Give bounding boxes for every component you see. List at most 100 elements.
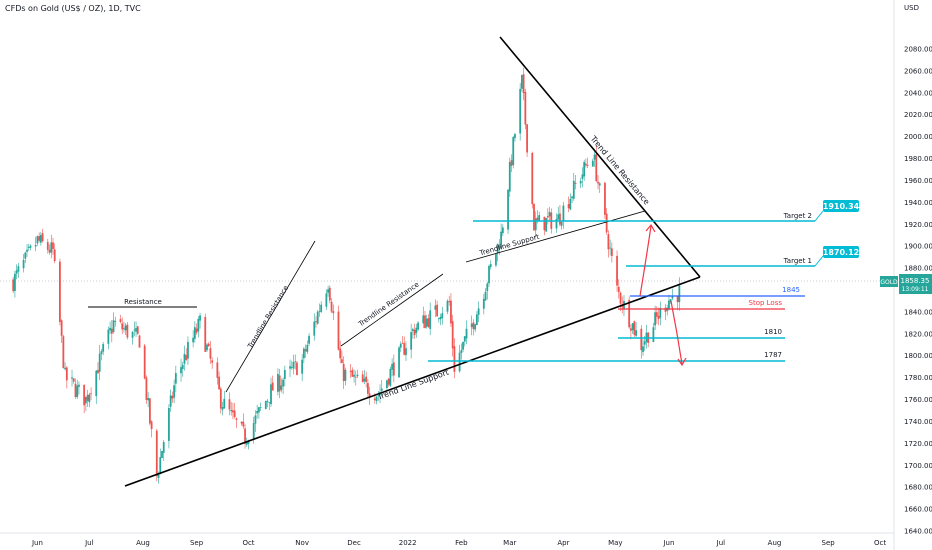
time-tick-label: Sep xyxy=(822,539,836,547)
candle-body xyxy=(90,393,92,395)
candle-body xyxy=(405,348,407,356)
candle-body xyxy=(654,312,657,326)
candle-body xyxy=(244,428,246,444)
candle-body xyxy=(501,227,504,234)
candle-body xyxy=(72,378,75,382)
candle-body xyxy=(669,299,672,303)
candle-body xyxy=(254,415,257,424)
time-tick-label: Jun xyxy=(31,539,43,547)
candle-body xyxy=(328,287,331,301)
candle-body xyxy=(585,163,587,166)
candle-body xyxy=(337,311,340,350)
candle-body xyxy=(460,350,463,353)
trendline-support-line[interactable] xyxy=(465,210,646,263)
candle-body xyxy=(26,249,28,252)
candle-body xyxy=(192,337,195,343)
trendline-resistance-2-line[interactable] xyxy=(340,273,444,347)
candle-body xyxy=(320,304,323,312)
down-arrow-path xyxy=(670,300,683,365)
time-tick-label: Dec xyxy=(347,539,361,547)
candle-body xyxy=(147,398,150,401)
candle-body xyxy=(401,342,404,344)
candle-body xyxy=(664,307,667,312)
time-tick-label: Apr xyxy=(557,539,569,547)
candle-body xyxy=(642,346,644,353)
candle-body xyxy=(448,301,451,303)
candle-body xyxy=(76,385,79,397)
candle-body xyxy=(143,345,146,379)
candle-body xyxy=(536,217,539,221)
stop-loss-label: Stop Loss xyxy=(749,299,783,307)
candle-body xyxy=(230,409,233,412)
price-tick-label: 1720.00 xyxy=(904,440,932,448)
candle-body xyxy=(607,234,610,250)
candle-body xyxy=(133,329,136,331)
candle-body xyxy=(450,300,452,324)
candle-body xyxy=(123,328,125,330)
trend-line-resistance-line[interactable] xyxy=(499,36,701,278)
candle-body xyxy=(223,398,226,409)
candle-body xyxy=(318,311,321,312)
candle-body xyxy=(169,395,172,407)
time-tick-label: Feb xyxy=(455,539,468,547)
candle-body xyxy=(302,348,305,359)
candle-body xyxy=(39,235,42,243)
candle-body xyxy=(571,196,573,199)
candle-body xyxy=(560,221,563,226)
candle-body xyxy=(219,388,222,409)
candle-body xyxy=(180,367,182,374)
candle-body xyxy=(380,388,383,391)
candle-body xyxy=(368,393,371,398)
time-axis-ticks[interactable]: Jun Jul Aug Sep Oct Nov Dec 2022 Feb Mar Apr May Jun… xyxy=(31,539,886,547)
candle-body xyxy=(12,279,15,292)
candle-body xyxy=(354,376,357,378)
candle-body xyxy=(280,385,283,390)
candle-body xyxy=(187,342,189,359)
price-tick-label: 1780.00 xyxy=(904,374,932,382)
candle-body xyxy=(415,327,418,333)
candle-body xyxy=(572,180,575,199)
candle-body xyxy=(62,336,65,368)
candle-body xyxy=(533,203,535,231)
candle-body xyxy=(557,214,560,220)
candle-body xyxy=(193,327,196,339)
candle-body xyxy=(652,327,655,342)
candle-body xyxy=(422,315,425,324)
candle-body xyxy=(296,362,298,376)
candle-body xyxy=(453,346,456,372)
trendline-resistance-1-line[interactable] xyxy=(225,240,316,393)
candle-body xyxy=(119,319,122,322)
price-tick-label: 2020.00 xyxy=(904,111,932,119)
target-2-connector xyxy=(814,210,824,222)
candle-body xyxy=(121,323,124,330)
candle-body xyxy=(36,236,39,244)
candle-body xyxy=(95,370,98,397)
candle-body xyxy=(266,400,269,402)
price-tick-label: 1840.00 xyxy=(904,308,932,316)
target-2-tag-value: 1910.34 xyxy=(823,202,860,211)
candle-body xyxy=(181,364,184,369)
candle-body xyxy=(242,421,245,427)
candle-body xyxy=(514,134,516,139)
candle-body xyxy=(135,328,137,332)
target-2-tag xyxy=(823,200,859,212)
candle-body xyxy=(567,204,570,209)
candle-body xyxy=(206,344,208,351)
candle-body xyxy=(97,370,99,374)
price-tick-label: 1820.00 xyxy=(904,330,932,338)
candle-body xyxy=(159,457,162,474)
candle-body xyxy=(289,366,291,369)
trend-line-support-line[interactable] xyxy=(124,276,701,487)
candle-body xyxy=(162,442,165,453)
price-tick-label: 1940.00 xyxy=(904,199,932,207)
candle-body xyxy=(373,398,376,401)
candle-body xyxy=(183,353,186,364)
candle-body xyxy=(339,348,342,359)
resistance-label: Resistance xyxy=(124,298,162,306)
candle-body xyxy=(86,394,89,401)
candle-body xyxy=(15,270,18,274)
time-tick-label: Aug xyxy=(136,539,150,547)
candle-body xyxy=(257,407,260,413)
candle-body xyxy=(277,374,279,392)
